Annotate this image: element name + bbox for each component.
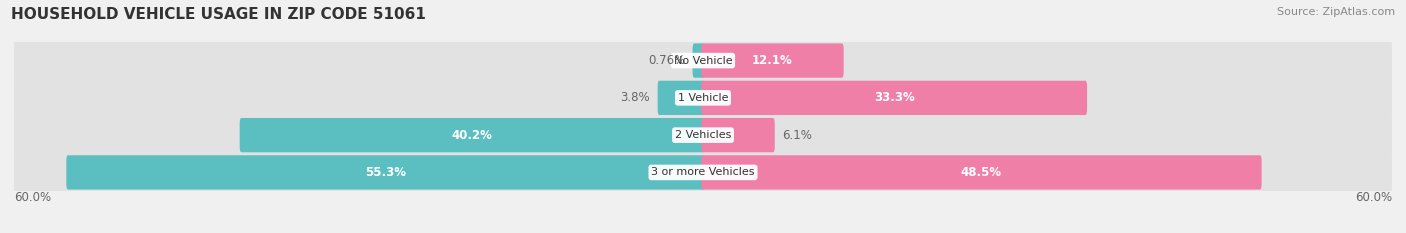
FancyBboxPatch shape <box>14 148 1392 197</box>
Text: Source: ZipAtlas.com: Source: ZipAtlas.com <box>1277 7 1395 17</box>
Text: HOUSEHOLD VEHICLE USAGE IN ZIP CODE 51061: HOUSEHOLD VEHICLE USAGE IN ZIP CODE 5106… <box>11 7 426 22</box>
Text: 12.1%: 12.1% <box>752 54 793 67</box>
Text: 3.8%: 3.8% <box>620 91 650 104</box>
Text: 40.2%: 40.2% <box>451 129 492 142</box>
Text: 3 or more Vehicles: 3 or more Vehicles <box>651 168 755 177</box>
FancyBboxPatch shape <box>693 43 704 78</box>
Text: 33.3%: 33.3% <box>873 91 914 104</box>
FancyBboxPatch shape <box>702 155 1261 190</box>
Text: 2 Vehicles: 2 Vehicles <box>675 130 731 140</box>
Text: No Vehicle: No Vehicle <box>673 56 733 65</box>
Text: 48.5%: 48.5% <box>960 166 1002 179</box>
Text: 0.76%: 0.76% <box>648 54 685 67</box>
FancyBboxPatch shape <box>14 111 1392 159</box>
Text: 6.1%: 6.1% <box>782 129 813 142</box>
FancyBboxPatch shape <box>14 36 1392 85</box>
FancyBboxPatch shape <box>14 74 1392 122</box>
Text: 60.0%: 60.0% <box>14 191 51 204</box>
FancyBboxPatch shape <box>66 155 704 190</box>
Text: 1 Vehicle: 1 Vehicle <box>678 93 728 103</box>
Text: 60.0%: 60.0% <box>1355 191 1392 204</box>
FancyBboxPatch shape <box>658 81 704 115</box>
FancyBboxPatch shape <box>239 118 704 152</box>
FancyBboxPatch shape <box>702 81 1087 115</box>
FancyBboxPatch shape <box>702 43 844 78</box>
Text: 55.3%: 55.3% <box>366 166 406 179</box>
FancyBboxPatch shape <box>702 118 775 152</box>
